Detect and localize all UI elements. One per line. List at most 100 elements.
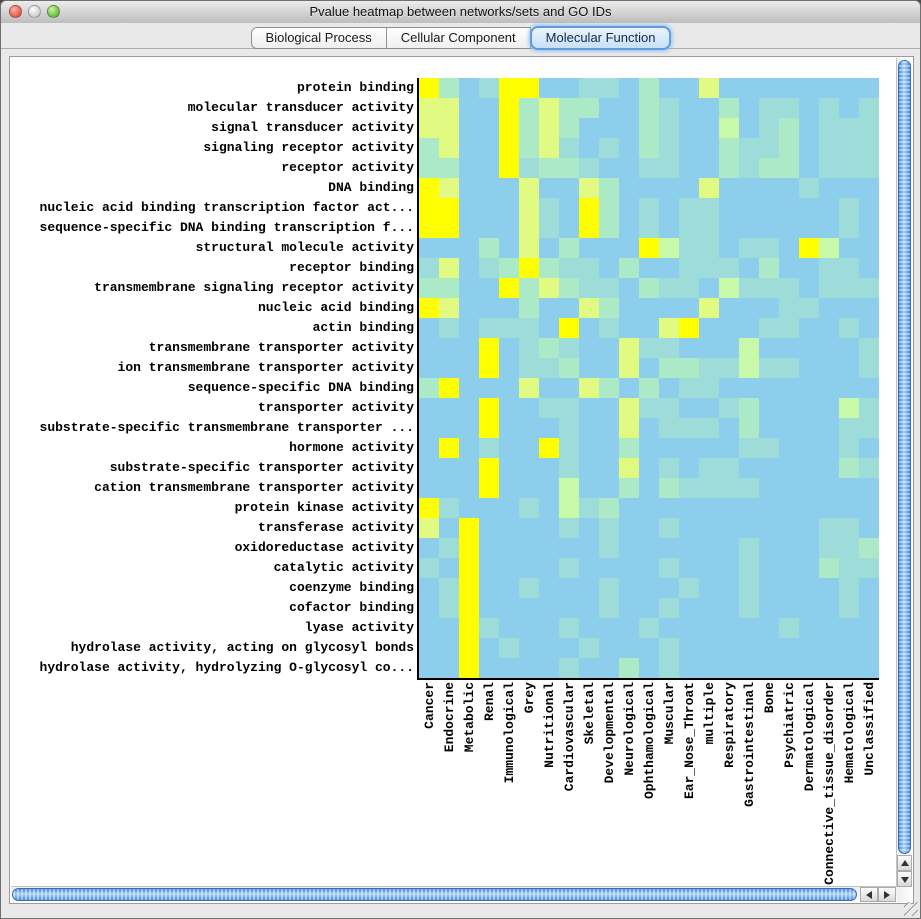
heatmap-cell bbox=[699, 158, 719, 178]
heatmap-cell bbox=[859, 438, 879, 458]
horizontal-scrollbar-thumb[interactable] bbox=[12, 888, 857, 901]
heatmap-cell bbox=[659, 318, 679, 338]
vertical-scrollbar[interactable] bbox=[896, 58, 912, 902]
heatmap-cell bbox=[799, 218, 819, 238]
heatmap-cell bbox=[439, 158, 459, 178]
heatmap-cell bbox=[619, 618, 639, 638]
heatmap-cell bbox=[639, 538, 659, 558]
vertical-scrollbar-thumb[interactable] bbox=[898, 60, 911, 854]
heatmap-cell bbox=[599, 138, 619, 158]
heatmap-cell bbox=[679, 78, 699, 98]
col-label: Metabolic bbox=[462, 682, 477, 753]
zoom-button[interactable] bbox=[47, 5, 60, 18]
tab-biological-process[interactable]: Biological Process bbox=[250, 27, 387, 49]
heatmap-cell bbox=[679, 418, 699, 438]
heatmap-cell bbox=[619, 558, 639, 578]
heatmap-cell bbox=[679, 338, 699, 358]
heatmap-cell bbox=[419, 98, 439, 118]
heatmap-cell bbox=[479, 538, 499, 558]
heatmap-cell bbox=[579, 638, 599, 658]
horizontal-scrollbar[interactable] bbox=[11, 886, 897, 902]
heatmap-cell bbox=[639, 298, 659, 318]
heatmap-cell bbox=[459, 358, 479, 378]
heatmap-cell bbox=[539, 658, 559, 678]
heatmap-cell bbox=[499, 598, 519, 618]
heatmap-cell bbox=[819, 558, 839, 578]
heatmap-cell bbox=[799, 358, 819, 378]
heatmap-cell bbox=[619, 98, 639, 118]
heatmap-cell bbox=[799, 598, 819, 618]
heatmap-cell bbox=[679, 118, 699, 138]
heatmap-cell bbox=[619, 118, 639, 138]
heatmap-cell bbox=[419, 658, 439, 678]
heatmap-cell bbox=[819, 618, 839, 638]
heatmap-cell bbox=[859, 98, 879, 118]
heatmap-cell bbox=[759, 618, 779, 638]
window-titlebar[interactable]: Pvalue heatmap between networks/sets and… bbox=[1, 1, 920, 24]
heatmap-cell bbox=[619, 198, 639, 218]
heatmap-cell bbox=[459, 538, 479, 558]
heatmap-cell bbox=[759, 418, 779, 438]
heatmap-cell bbox=[619, 318, 639, 338]
heatmap-cell bbox=[719, 298, 739, 318]
row-label: lyase activity bbox=[304, 620, 414, 635]
heatmap-cell bbox=[799, 238, 819, 258]
heatmap-cell bbox=[659, 558, 679, 578]
heatmap-cell bbox=[719, 498, 739, 518]
heatmap-cell bbox=[459, 458, 479, 478]
heatmap-cell bbox=[759, 498, 779, 518]
heatmap-cell bbox=[459, 518, 479, 538]
heatmap-cell bbox=[559, 158, 579, 178]
heatmap-cell bbox=[799, 158, 819, 178]
col-label: Muscular bbox=[662, 682, 677, 745]
scroll-down-button[interactable] bbox=[897, 871, 912, 887]
arrow-down-icon bbox=[900, 877, 909, 883]
heatmap-cell bbox=[619, 298, 639, 318]
row-label: sequence-specific DNA binding bbox=[187, 380, 414, 395]
heatmap-cell bbox=[759, 278, 779, 298]
close-button[interactable] bbox=[9, 5, 22, 18]
heatmap-cell bbox=[579, 298, 599, 318]
heatmap-cell bbox=[819, 458, 839, 478]
heatmap-cell bbox=[779, 158, 799, 178]
heatmap-cell bbox=[839, 538, 859, 558]
col-label: Bone bbox=[762, 682, 777, 714]
row-label: protein binding bbox=[296, 80, 414, 95]
heatmap-cell bbox=[459, 318, 479, 338]
heatmap-cell bbox=[519, 618, 539, 638]
heatmap-cell bbox=[859, 258, 879, 278]
heatmap-cell bbox=[579, 618, 599, 638]
tab-cellular-component[interactable]: Cellular Component bbox=[386, 27, 531, 49]
col-label: Connective_tissue_disorder bbox=[822, 682, 837, 885]
heatmap-cell bbox=[759, 358, 779, 378]
heatmap-cell bbox=[859, 138, 879, 158]
scroll-right-button[interactable] bbox=[878, 887, 896, 902]
heatmap-cell bbox=[619, 598, 639, 618]
heatmap-cell bbox=[539, 298, 559, 318]
heatmap-cell bbox=[779, 538, 799, 558]
minimize-button[interactable] bbox=[28, 5, 41, 18]
heatmap-cell bbox=[779, 418, 799, 438]
scroll-left-button[interactable] bbox=[860, 887, 878, 902]
heatmap-cell bbox=[739, 298, 759, 318]
heatmap-cell bbox=[519, 338, 539, 358]
heatmap-cell bbox=[739, 78, 759, 98]
heatmap-cell bbox=[599, 518, 619, 538]
heatmap-cell bbox=[699, 438, 719, 458]
heatmap-cell bbox=[859, 338, 879, 358]
heatmap-cell bbox=[519, 558, 539, 578]
heatmap-cell bbox=[579, 558, 599, 578]
heatmap-cell bbox=[479, 578, 499, 598]
heatmap-cell bbox=[839, 638, 859, 658]
heatmap-cell bbox=[839, 358, 859, 378]
tab-molecular-function[interactable]: Molecular Function bbox=[529, 26, 672, 50]
window-resize-grip[interactable] bbox=[904, 902, 918, 916]
heatmap-cell bbox=[419, 498, 439, 518]
heatmap-cell bbox=[799, 338, 819, 358]
heatmap-cell bbox=[659, 338, 679, 358]
heatmap-cell bbox=[819, 578, 839, 598]
scroll-up-button[interactable] bbox=[897, 855, 912, 871]
heatmap-cell bbox=[779, 498, 799, 518]
heatmap-cell bbox=[659, 418, 679, 438]
heatmap-cell bbox=[779, 138, 799, 158]
